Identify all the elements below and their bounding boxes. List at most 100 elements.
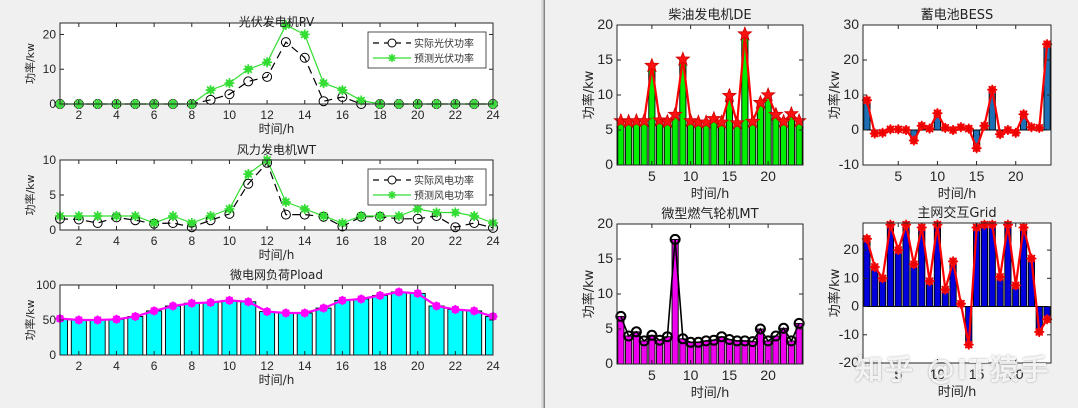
y-tick-label: 20 — [597, 215, 613, 231]
asterisk-marker-icon — [948, 256, 959, 267]
asterisk-marker-icon — [92, 211, 103, 221]
star-marker-icon — [737, 25, 753, 41]
y-axis-label: 功率/kw — [827, 70, 843, 119]
asterisk-marker-icon — [412, 204, 423, 214]
asterisk-marker-icon — [224, 295, 234, 305]
asterisk-marker-icon — [979, 120, 990, 131]
y-tick-label: 0 — [49, 223, 56, 237]
asterisk-marker-icon — [955, 298, 966, 309]
y-tick-label: -20 — [839, 354, 859, 370]
circle-marker-icon — [224, 89, 235, 100]
y-tick-label: -10 — [839, 326, 859, 342]
star-marker-icon — [613, 112, 629, 128]
bar — [202, 302, 219, 356]
y-tick-label: 0 — [49, 97, 56, 111]
x-tick-label: 5 — [648, 367, 656, 383]
x-tick-label: 15 — [722, 367, 738, 383]
bar — [296, 312, 313, 356]
star-marker-icon — [667, 106, 683, 122]
asterisk-marker-icon — [987, 219, 998, 230]
asterisk-marker-icon — [206, 298, 216, 307]
chart-de: 0 5 10 15 20 5 10 15 20 柴油发电机DE 时间/h 功率/kw — [581, 7, 807, 202]
x-tick-label: 6 — [151, 359, 158, 373]
asterisk-marker-icon — [1002, 219, 1013, 230]
asterisk-marker-icon — [356, 95, 367, 106]
circle-marker-icon — [739, 335, 751, 347]
series-line-0 — [59, 161, 494, 229]
asterisk-marker-icon — [924, 123, 935, 134]
x-tick-label: 12 — [260, 234, 274, 248]
x-tick-label: 6 — [151, 234, 158, 248]
y-axis-label: 功率/kw — [581, 269, 597, 318]
x-tick-label: 5 — [648, 168, 656, 184]
asterisk-marker-icon — [337, 295, 347, 305]
asterisk-marker-icon — [280, 20, 291, 31]
star-marker-icon — [636, 112, 652, 128]
x-tick-label: 10 — [223, 108, 237, 122]
asterisk-marker-icon — [450, 305, 460, 314]
y-axis-label: 功率/kw — [23, 299, 37, 340]
chart-title: 微电网负荷Pload — [230, 268, 323, 282]
star-marker-icon — [644, 57, 660, 73]
asterisk-marker-icon — [963, 339, 974, 350]
asterisk-marker-icon — [469, 211, 480, 221]
bar — [485, 316, 494, 356]
asterisk-marker-icon — [995, 271, 1006, 282]
chart-title: 蓄电池BESS — [921, 8, 994, 23]
asterisk-marker-icon — [168, 301, 178, 311]
bar — [164, 305, 181, 356]
bar — [787, 113, 795, 166]
asterisk-marker-icon — [224, 204, 235, 214]
x-axis-label: 时间/h — [938, 385, 977, 400]
watermark-text: 知乎 @IT猿手 — [855, 353, 1051, 386]
x-tick-label: 8 — [188, 108, 195, 122]
chart-title: 柴油发电机DE — [668, 7, 751, 23]
chart-bess: -10 0 10 20 30 5 10 15 20 蓄电池BESS 时间/h 功率/kw — [827, 8, 1053, 202]
y-tick-label: 20 — [843, 241, 859, 257]
circle-marker-icon — [318, 96, 329, 107]
bar — [702, 121, 710, 166]
asterisk-marker-icon — [1002, 125, 1013, 135]
asterisk-marker-icon — [869, 262, 880, 273]
asterisk-marker-icon — [299, 204, 310, 214]
asterisk-marker-icon — [356, 211, 367, 221]
circle-marker-icon — [615, 310, 627, 322]
y-tick-label: 10 — [43, 62, 57, 76]
bar — [89, 319, 106, 356]
circle-marker-icon — [299, 52, 310, 63]
bar — [795, 120, 803, 166]
bar — [108, 318, 125, 356]
y-tick-label: 0 — [49, 348, 56, 362]
asterisk-marker-icon — [243, 297, 253, 307]
bar — [910, 263, 918, 307]
x-axis-label: 时间/h — [259, 373, 295, 387]
bar — [980, 224, 988, 307]
asterisk-marker-icon — [963, 123, 974, 134]
asterisk-marker-icon — [388, 54, 396, 62]
asterisk-marker-icon — [955, 122, 966, 133]
y-axis-label: 功率/kw — [827, 268, 843, 317]
y-tick-label: 20 — [843, 51, 859, 67]
asterisk-marker-icon — [375, 211, 386, 221]
bar — [894, 249, 902, 307]
bar — [733, 122, 741, 166]
x-tick-label: 18 — [373, 359, 387, 373]
asterisk-marker-icon — [450, 207, 461, 218]
bar — [871, 266, 879, 307]
circle-marker-icon — [747, 336, 759, 348]
asterisk-marker-icon — [932, 108, 943, 119]
star-marker-icon — [744, 113, 761, 129]
x-tick-label: 16 — [336, 359, 350, 373]
bar — [710, 118, 718, 166]
star-marker-icon — [775, 113, 792, 129]
star-marker-icon — [752, 94, 769, 110]
x-tick-label: 14 — [298, 359, 312, 373]
trend-line — [865, 223, 1049, 345]
y-tick-label: 0 — [851, 121, 859, 137]
y-tick-label: 20 — [597, 16, 613, 32]
asterisk-marker-icon — [205, 211, 216, 221]
bar — [694, 121, 702, 166]
